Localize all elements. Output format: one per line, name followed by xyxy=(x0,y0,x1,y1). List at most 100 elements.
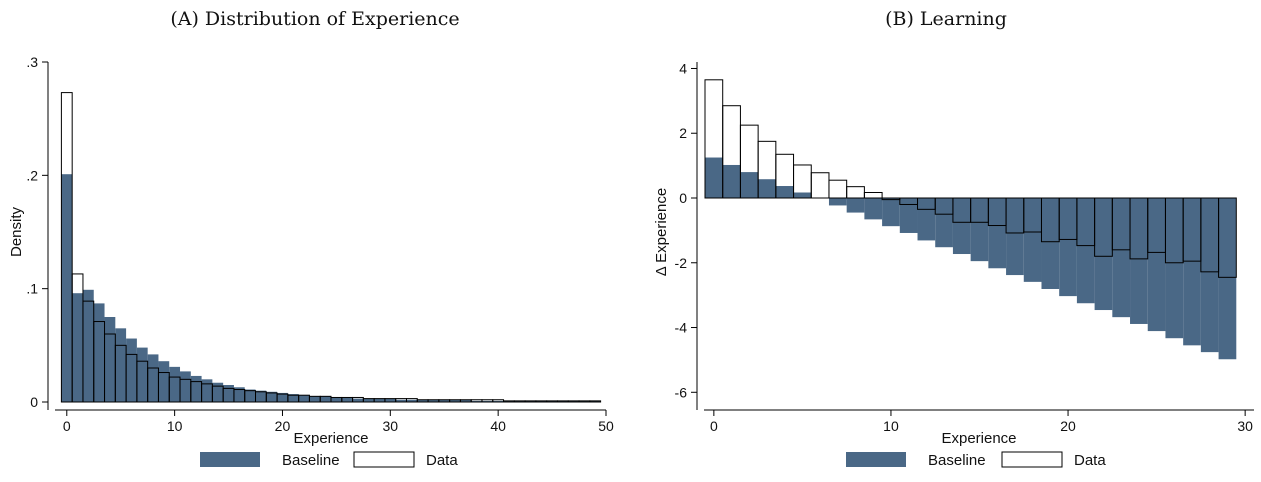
bar-baseline xyxy=(395,399,407,402)
bar-baseline xyxy=(93,303,105,402)
bar-baseline xyxy=(287,394,299,402)
bar-baseline xyxy=(481,400,493,402)
x-tick-label: 40 xyxy=(490,418,506,434)
y-tick-label: -6 xyxy=(675,384,688,400)
bar-baseline xyxy=(72,293,83,402)
bar-baseline xyxy=(525,400,536,402)
bar-baseline xyxy=(758,179,776,198)
bar-baseline xyxy=(828,198,847,206)
chart-a-svg: 0 10 20 30 40 50 0 .1 .2 .3 Experience Density Basel… xyxy=(8,54,614,469)
bar-baseline xyxy=(705,157,723,198)
bar-baseline xyxy=(352,398,364,402)
bar-baseline xyxy=(722,164,741,198)
bar-baseline xyxy=(104,317,116,402)
bar-baseline xyxy=(406,399,418,402)
bar-baseline xyxy=(492,400,504,402)
y-axis-label: Density xyxy=(8,206,25,257)
x-tick-label: 10 xyxy=(167,418,183,434)
bar-baseline xyxy=(82,289,94,402)
y-tick-label: -2 xyxy=(675,255,688,271)
bar-baseline xyxy=(1006,198,1024,276)
bar-baseline xyxy=(514,400,526,402)
bar-baseline xyxy=(136,347,148,402)
bar-baseline xyxy=(1059,198,1077,297)
y-tick-label: 0 xyxy=(679,190,687,206)
legend-label-data: Data xyxy=(1074,452,1106,469)
bar-data xyxy=(863,191,883,199)
bar-data xyxy=(828,179,848,199)
bar-baseline xyxy=(277,392,288,402)
bar-baseline xyxy=(147,354,159,402)
bar-baseline xyxy=(1076,198,1095,304)
bar-baseline xyxy=(546,400,558,402)
x-tick-label: 30 xyxy=(1237,418,1253,434)
y-tick-label: .3 xyxy=(26,54,38,70)
panel-a: (A) Distribution of Experience 0 10 20 30 40… xyxy=(0,0,630,482)
bar-baseline xyxy=(1094,198,1113,311)
bar-baseline xyxy=(793,192,812,198)
x-tick-label: 0 xyxy=(63,418,71,434)
bar-baseline xyxy=(438,399,450,402)
bar-baseline xyxy=(471,400,482,402)
x-tick-label: 20 xyxy=(1060,418,1076,434)
bar-baseline xyxy=(363,398,375,402)
bar-baseline xyxy=(503,400,515,402)
y-tick-label: -4 xyxy=(675,320,688,336)
bar-baseline xyxy=(568,400,580,402)
bar-baseline xyxy=(1041,198,1060,289)
bar-baseline xyxy=(1218,198,1237,360)
bar-baseline xyxy=(320,396,331,402)
bar-baseline xyxy=(1147,198,1166,332)
bar-baseline xyxy=(846,198,865,213)
x-tick-label: 0 xyxy=(710,418,718,434)
bar-baseline xyxy=(864,198,883,220)
bar-baseline xyxy=(417,399,429,402)
legend-label-data: Data xyxy=(426,452,458,469)
bar-baseline xyxy=(449,399,461,402)
bar-baseline xyxy=(298,395,310,402)
bar-baseline xyxy=(1130,198,1148,324)
bar-baseline xyxy=(535,400,547,402)
bar-baseline xyxy=(61,174,73,402)
bar-baseline xyxy=(1165,198,1184,339)
bar-data xyxy=(810,172,830,199)
bar-baseline xyxy=(233,387,245,402)
bar-baseline xyxy=(1112,198,1131,318)
chart-b-svg: 0 10 20 30 -6 -4 -2 0 2 4 Experience Δ Experience Ba… xyxy=(653,60,1254,469)
x-tick-label: 10 xyxy=(883,418,899,434)
y-axis-label: Δ Experience xyxy=(653,188,670,276)
legend-swatch-baseline xyxy=(200,452,260,467)
bar-baseline xyxy=(309,396,321,402)
legend-label-baseline: Baseline xyxy=(282,452,340,469)
bar-baseline xyxy=(935,198,953,248)
bar-data xyxy=(1218,197,1237,278)
chart-title: (A) Distribution of Experience xyxy=(170,8,460,30)
bar-baseline xyxy=(223,385,234,402)
bar-baseline xyxy=(331,397,342,402)
bar-baseline xyxy=(1200,198,1219,353)
bar-baseline xyxy=(158,361,170,402)
bar-baseline xyxy=(115,328,127,402)
bar-data xyxy=(589,400,602,403)
y-tick-label: 4 xyxy=(679,60,687,76)
bar-baseline xyxy=(428,399,439,402)
bar-baseline xyxy=(775,186,794,198)
bar-baseline xyxy=(589,400,601,402)
y-tick-label: 0 xyxy=(30,394,38,410)
chart-title: (B) Learning xyxy=(885,8,1007,30)
x-tick-label: 50 xyxy=(598,418,614,434)
bar-baseline xyxy=(952,198,971,255)
bar-baseline xyxy=(341,397,353,402)
bar-baseline xyxy=(579,400,590,402)
bar-baseline xyxy=(255,390,267,402)
bar-baseline xyxy=(180,371,191,402)
bar-baseline xyxy=(740,172,759,198)
x-axis-label: Experience xyxy=(941,430,1016,447)
bar-baseline xyxy=(384,398,396,402)
bar-baseline xyxy=(190,375,202,402)
bar-baseline xyxy=(244,389,256,402)
x-tick-label: 30 xyxy=(383,418,399,434)
bar-baseline xyxy=(1023,198,1042,282)
legend-label-baseline: Baseline xyxy=(928,452,986,469)
bar-baseline xyxy=(169,366,181,402)
